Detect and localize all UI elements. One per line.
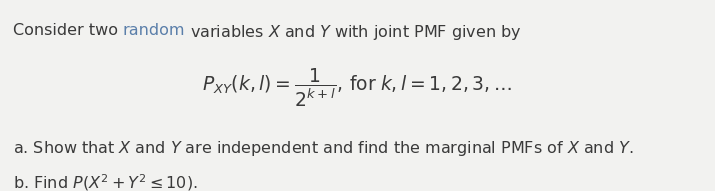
Text: Consider two: Consider two — [13, 23, 123, 38]
Text: a. Show that $X$ and $Y$ are independent and find the marginal PMFs of $X$ and $: a. Show that $X$ and $Y$ are independent… — [13, 139, 633, 158]
Text: b. Find $P(X^2 + Y^2 \leq 10)$.: b. Find $P(X^2 + Y^2 \leq 10)$. — [13, 172, 197, 191]
Text: random: random — [123, 23, 185, 38]
Text: $P_{XY}(k,l) = \dfrac{1}{2^{k+l}},\,\mathrm{for}\; k,l = 1, 2, 3, \ldots$: $P_{XY}(k,l) = \dfrac{1}{2^{k+l}},\,\mat… — [202, 67, 513, 109]
Text: variables $X$ and $Y$ with joint PMF given by: variables $X$ and $Y$ with joint PMF giv… — [185, 23, 522, 42]
